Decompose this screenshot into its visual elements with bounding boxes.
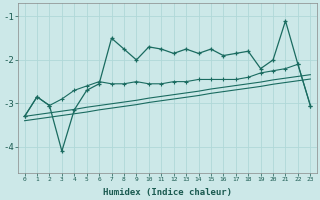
X-axis label: Humidex (Indice chaleur): Humidex (Indice chaleur) xyxy=(103,188,232,197)
